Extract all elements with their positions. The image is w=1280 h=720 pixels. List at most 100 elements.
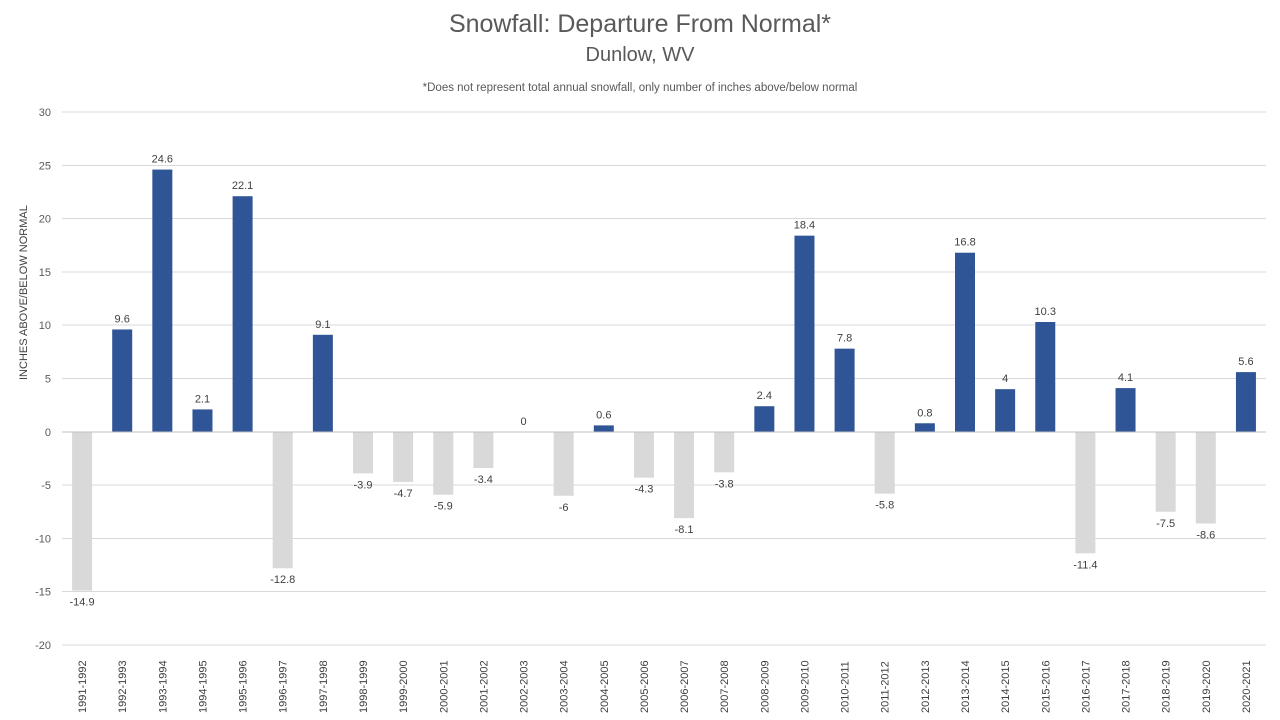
- data-label: -3.9: [354, 479, 373, 491]
- x-tick-label: 2018-2019: [1161, 660, 1173, 713]
- x-tick-label: 2008-2009: [759, 660, 771, 713]
- y-tick-label: 0: [45, 427, 51, 439]
- bar: [1115, 388, 1136, 432]
- y-tick-label: -15: [35, 587, 51, 599]
- data-label: 16.8: [954, 237, 975, 249]
- bar: [633, 431, 654, 478]
- x-tick-label: 2016-2017: [1080, 660, 1092, 713]
- data-label: 9.1: [315, 319, 330, 331]
- data-label: -8.1: [675, 524, 694, 536]
- x-tick-label: 2000-2001: [438, 660, 450, 713]
- data-label: -6: [559, 502, 569, 514]
- data-label: 4: [1002, 373, 1008, 385]
- bar: [353, 431, 373, 474]
- data-label: 22.1: [232, 180, 253, 192]
- bar: [1235, 372, 1256, 432]
- x-tick-label: 1993-1994: [157, 660, 169, 713]
- bar: [754, 406, 775, 432]
- bar: [874, 431, 895, 494]
- bar: [1035, 322, 1056, 432]
- chart-title: Snowfall: Departure From Normal*: [448, 10, 832, 38]
- x-tick-label: 2019-2020: [1201, 660, 1213, 713]
- data-label: -4.3: [634, 484, 653, 496]
- y-tick-label: 5: [45, 374, 51, 386]
- y-tick-label: -20: [35, 640, 51, 652]
- x-tick-label: 2020-2021: [1241, 660, 1253, 713]
- bar: [192, 409, 213, 432]
- x-tick-label: 2014-2015: [1000, 660, 1012, 713]
- x-tick-label: 2006-2007: [679, 660, 691, 713]
- x-tick-label: 1999-2000: [398, 660, 410, 713]
- x-tick-label: 2002-2003: [519, 660, 531, 713]
- data-label: 5.6: [1238, 356, 1253, 368]
- data-label: 18.4: [794, 220, 815, 232]
- bar: [272, 431, 293, 569]
- data-label: -4.7: [394, 488, 413, 500]
- bar: [152, 169, 173, 432]
- bar: [393, 431, 414, 482]
- x-tick-label: 1997-1998: [318, 660, 330, 713]
- y-tick-label: 15: [39, 267, 51, 279]
- bar: [834, 348, 855, 432]
- bar: [955, 252, 975, 432]
- bar: [995, 389, 1016, 432]
- x-tick-label: 2017-2018: [1121, 660, 1133, 713]
- data-label: 0.6: [596, 409, 611, 421]
- data-label: 10.3: [1035, 306, 1056, 318]
- bar: [1075, 431, 1096, 554]
- bar: [674, 431, 695, 519]
- y-tick-label: 10: [39, 320, 51, 332]
- data-label: -3.4: [474, 474, 493, 486]
- x-tick-label: 2015-2016: [1040, 660, 1052, 713]
- y-tick-label: 25: [39, 160, 51, 172]
- bar: [553, 431, 574, 496]
- x-tick-label: 1996-1997: [278, 660, 290, 713]
- bar: [312, 334, 333, 432]
- bar: [794, 235, 815, 432]
- x-tick-label: 1991-1992: [77, 660, 89, 713]
- x-tick-label: 1994-1995: [197, 660, 209, 713]
- bar: [593, 425, 614, 432]
- data-label: 0: [520, 416, 526, 428]
- x-tick-label: 2007-2008: [719, 660, 731, 713]
- data-label: 4.1: [1118, 372, 1133, 384]
- data-label: 2.1: [195, 393, 210, 405]
- data-label: 7.8: [837, 333, 852, 345]
- x-tick-label: 2003-2004: [559, 660, 571, 713]
- data-label: -5.9: [434, 501, 453, 513]
- bar: [1155, 431, 1176, 512]
- y-tick-label: 20: [39, 214, 51, 226]
- bar: [433, 431, 454, 495]
- x-tick-label: 2013-2014: [960, 660, 972, 713]
- bar: [1195, 431, 1216, 524]
- y-tick-label: -10: [35, 533, 51, 545]
- data-label: -12.8: [270, 574, 295, 586]
- x-tick-label: 2009-2010: [799, 660, 811, 713]
- x-tick-label: 2001-2002: [478, 660, 490, 713]
- x-tick-label: 2004-2005: [599, 660, 611, 713]
- bar: [72, 431, 93, 591]
- data-label: -14.9: [70, 597, 95, 609]
- data-label: 2.4: [757, 390, 772, 402]
- data-label: -7.5: [1156, 518, 1175, 530]
- data-label: 24.6: [152, 154, 173, 166]
- y-tick-label: 30: [39, 107, 51, 119]
- data-label: 9.6: [115, 313, 130, 325]
- bar: [714, 431, 735, 473]
- data-label: 0.8: [917, 407, 932, 419]
- x-tick-label: 2012-2013: [920, 660, 932, 713]
- bar: [112, 329, 133, 432]
- y-tick-label: -5: [41, 480, 51, 492]
- x-tick-label: 2011-2012: [880, 661, 892, 713]
- x-tick-label: 2010-2011: [840, 661, 852, 713]
- x-tick-label: 1998-1999: [358, 660, 370, 713]
- bar: [232, 196, 253, 432]
- chart-subtitle: Dunlow, WV: [585, 44, 695, 66]
- bar: [473, 431, 494, 469]
- bar: [914, 423, 935, 432]
- x-tick-label: 1995-1996: [238, 660, 250, 713]
- data-label: -8.6: [1196, 529, 1215, 541]
- data-label: -5.8: [875, 500, 894, 512]
- data-label: -11.4: [1073, 559, 1097, 571]
- data-label: -3.8: [715, 478, 734, 490]
